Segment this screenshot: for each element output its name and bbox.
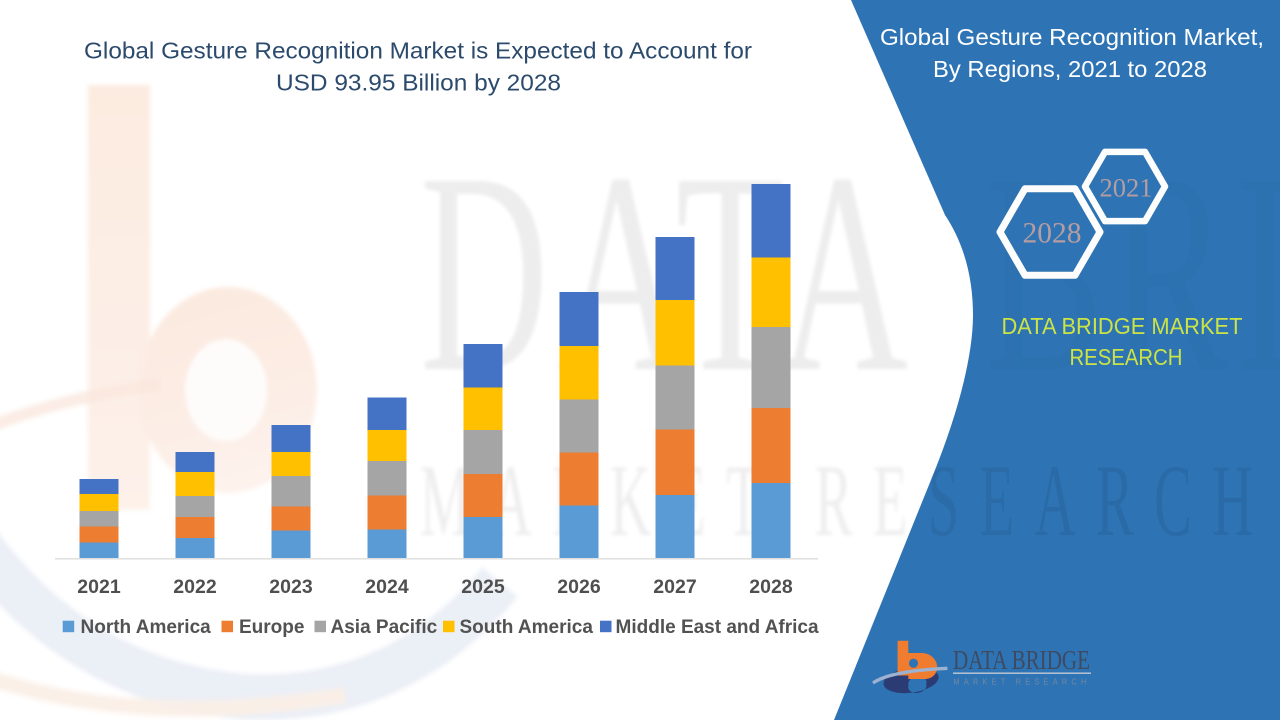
svg-text:Global Gesture Recognition Mar: Global Gesture Recognition Market is Exp… (84, 38, 752, 64)
svg-text:2023: 2023 (269, 576, 313, 598)
svg-text:2022: 2022 (173, 576, 217, 598)
svg-text:2027: 2027 (653, 576, 696, 598)
svg-text:2024: 2024 (365, 576, 409, 598)
svg-text:Middle East and Africa: Middle East and Africa (616, 617, 819, 638)
svg-text:Asia Pacific: Asia Pacific (331, 617, 438, 638)
svg-text:2026: 2026 (557, 576, 601, 598)
svg-text:Global Gesture Recognition Mar: Global Gesture Recognition Market, (880, 24, 1264, 50)
svg-text:South America: South America (460, 617, 594, 638)
svg-text:DATA BRIDGE MARKET: DATA BRIDGE MARKET (1002, 313, 1243, 339)
svg-text:DATA BRIDGE: DATA BRIDGE (953, 644, 1090, 675)
svg-text:MARKET RESEARCH: MARKET RESEARCH (954, 677, 1091, 687)
svg-text:2028: 2028 (749, 576, 793, 598)
svg-text:RESEARCH: RESEARCH (1070, 344, 1183, 370)
svg-text:2025: 2025 (461, 576, 505, 598)
svg-text:By Regions, 2021 to 2028: By Regions, 2021 to 2028 (933, 56, 1207, 82)
svg-text:Europe: Europe (239, 617, 304, 638)
svg-text:2021: 2021 (1100, 173, 1153, 203)
svg-text:2028: 2028 (1023, 218, 1082, 250)
svg-text:North America: North America (81, 617, 212, 638)
svg-text:2021: 2021 (77, 576, 121, 598)
svg-text:USD 93.95 Billion by 2028: USD 93.95 Billion by 2028 (276, 70, 561, 96)
